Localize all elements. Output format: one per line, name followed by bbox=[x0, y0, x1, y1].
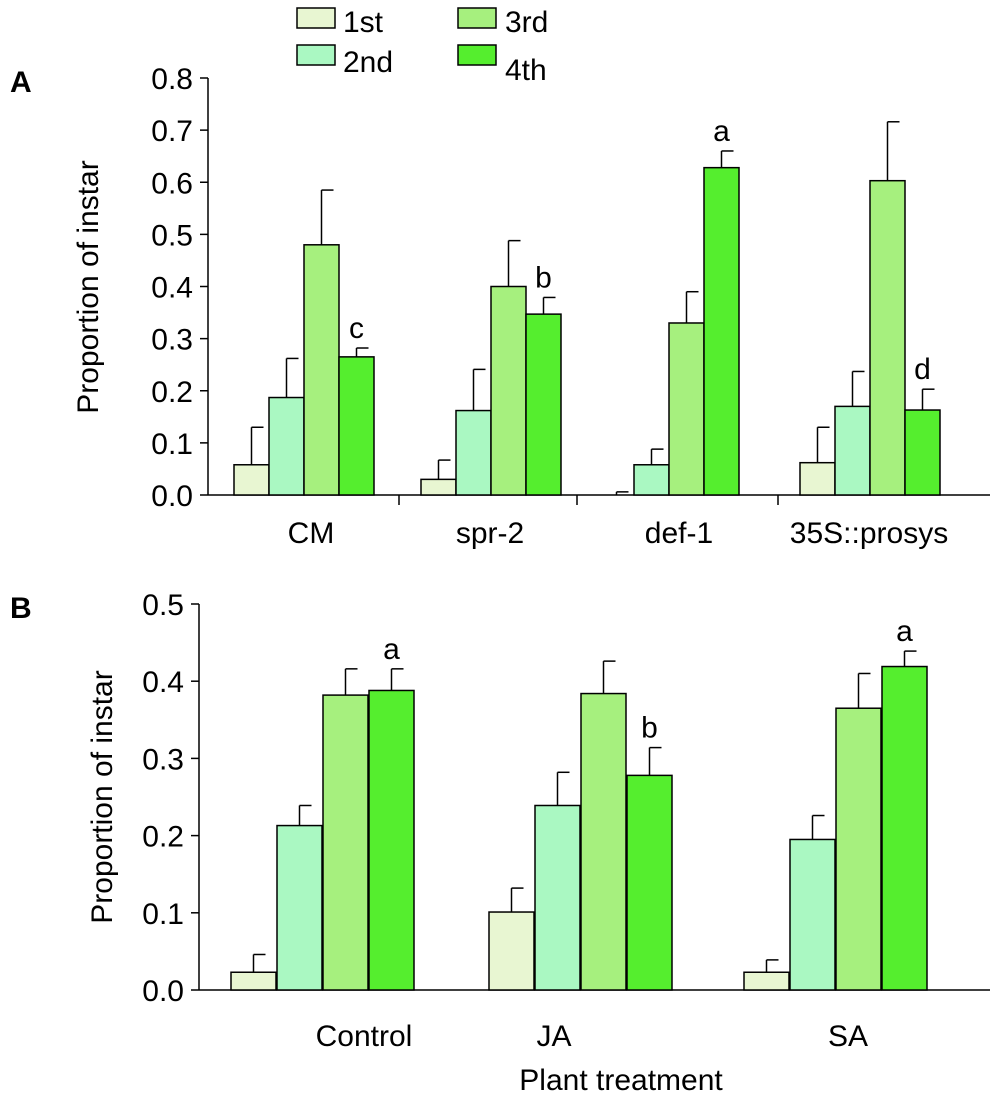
legend-swatch-2nd bbox=[296, 44, 336, 66]
panel-b-y-axis-title: Proportion of instar bbox=[86, 670, 119, 923]
panel-a-panel-label: A bbox=[10, 66, 32, 99]
panel-b-significance-letter-ja: b bbox=[641, 712, 658, 745]
panel-b-significance-letter-sa: a bbox=[896, 615, 913, 648]
panel-b-bar-4th-control bbox=[368, 689, 415, 991]
panel-b-bar-2nd-control bbox=[276, 824, 323, 991]
legend-swatch-4th bbox=[457, 44, 497, 66]
panel-a-x-category-label-35s-prosys: 35S::prosys bbox=[790, 517, 948, 550]
panel-b-chart: B 0.0 0.1 0.2 0.3 0.4 0.5 a b a Control JA SA Proport… bbox=[10, 589, 990, 1097]
legend-swatch-1st bbox=[296, 7, 336, 29]
panel-b-bar-1st-ja bbox=[488, 911, 535, 991]
panel-a-y-axis-title: Proportion of instar bbox=[72, 160, 105, 413]
panel-a-bar-2nd-spr-2 bbox=[455, 409, 492, 496]
panel-b-y-tick-label: 0.5 bbox=[142, 589, 184, 622]
panel-a-bar-2nd-cm bbox=[268, 396, 305, 496]
legend-label-2nd: 2nd bbox=[343, 46, 393, 79]
panel-a-significance-letter-spr-2: b bbox=[535, 261, 552, 294]
panel-a-x-category-label-cm: CM bbox=[288, 517, 335, 550]
panel-b-bar-3rd-sa bbox=[835, 707, 882, 991]
legend: 1st 2nd 3rd 4th bbox=[296, 6, 548, 87]
panel-a-bar-1st-spr-2 bbox=[420, 478, 457, 496]
panel-a-significance-letter-35s-prosys: d bbox=[914, 353, 931, 386]
panel-a-significance-letter-cm: c bbox=[349, 312, 364, 345]
panel-a-bar-4th-cm bbox=[338, 356, 375, 496]
panel-a-bar-3rd-35s-prosys bbox=[869, 179, 906, 496]
panel-a-bar-3rd-cm bbox=[303, 244, 340, 496]
panel-b-x-category-label-sa: SA bbox=[828, 1020, 868, 1053]
panel-a-y-tick-label: 0.8 bbox=[151, 63, 193, 96]
panel-b-x-category-label-ja: JA bbox=[536, 1020, 571, 1053]
panel-a-y-tick-label: 0.7 bbox=[151, 115, 193, 148]
panel-a-bar-3rd-spr-2 bbox=[490, 285, 527, 496]
panel-a-bar-1st-35s-prosys bbox=[799, 461, 836, 496]
panel-b-bar-2nd-ja bbox=[534, 804, 581, 991]
panel-b-bar-3rd-control bbox=[322, 694, 369, 991]
panel-b-x-category-label-control: Control bbox=[316, 1020, 413, 1053]
panel-a-y-tick-label: 0.2 bbox=[151, 376, 193, 409]
panel-b-y-tick-label: 0.0 bbox=[142, 975, 184, 1008]
panel-b-panel-label: B bbox=[10, 592, 32, 625]
panel-b-y-tick-label: 0.2 bbox=[142, 821, 184, 854]
panel-b-y-tick-label: 0.4 bbox=[142, 666, 184, 699]
panel-b-y-tick-label: 0.3 bbox=[142, 743, 184, 776]
panel-b-significance-letter-control: a bbox=[383, 633, 400, 666]
panel-b-bar-4th-ja bbox=[626, 774, 673, 991]
panel-a-x-category-label-def-1: def-1 bbox=[645, 517, 713, 550]
panel-a-bar-4th-def-1 bbox=[703, 166, 740, 496]
panel-b-bar-3rd-ja bbox=[580, 692, 627, 991]
panel-a-bar-4th-spr-2 bbox=[525, 313, 562, 496]
panel-b-x-axis-title: Plant treatment bbox=[519, 1064, 723, 1097]
panel-a-y-tick-label: 0.6 bbox=[151, 167, 193, 200]
panel-b-bar-4th-sa bbox=[881, 665, 928, 991]
panel-a-bar-2nd-def-1 bbox=[633, 464, 670, 496]
panel-a-bar-1st-cm bbox=[233, 464, 270, 496]
legend-label-1st: 1st bbox=[343, 6, 384, 39]
panel-a-y-tick-label: 0.4 bbox=[151, 272, 193, 305]
panel-a-significance-letter-def-1: a bbox=[713, 115, 730, 148]
legend-swatch-3rd bbox=[457, 7, 497, 29]
legend-label-3rd: 3rd bbox=[505, 6, 548, 39]
panel-a-x-category-label-spr-2: spr-2 bbox=[456, 517, 524, 550]
panel-b-bar-1st-sa bbox=[743, 971, 790, 991]
panel-a-y-tick-label: 0.1 bbox=[151, 428, 193, 461]
panel-a-chart: A 0.0 0.1 0.2 0.3 0.4 0.5 0.6 0.7 0.8 c b a d CM spr-2 d… bbox=[10, 63, 990, 550]
panel-a-bar-2nd-35s-prosys bbox=[834, 405, 871, 496]
panel-a-y-tick-label: 0.5 bbox=[151, 219, 193, 252]
panel-a-bar-3rd-def-1 bbox=[668, 322, 705, 496]
panel-a-y-tick-label: 0.3 bbox=[151, 324, 193, 357]
panel-b-bar-2nd-sa bbox=[789, 838, 836, 991]
panel-b-bar-1st-control bbox=[230, 971, 277, 991]
panel-a-y-tick-label: 0.0 bbox=[151, 480, 193, 513]
panel-a-bar-4th-35s-prosys bbox=[904, 409, 941, 496]
legend-label-4th: 4th bbox=[505, 54, 547, 87]
panel-b-y-tick-label: 0.1 bbox=[142, 898, 184, 931]
